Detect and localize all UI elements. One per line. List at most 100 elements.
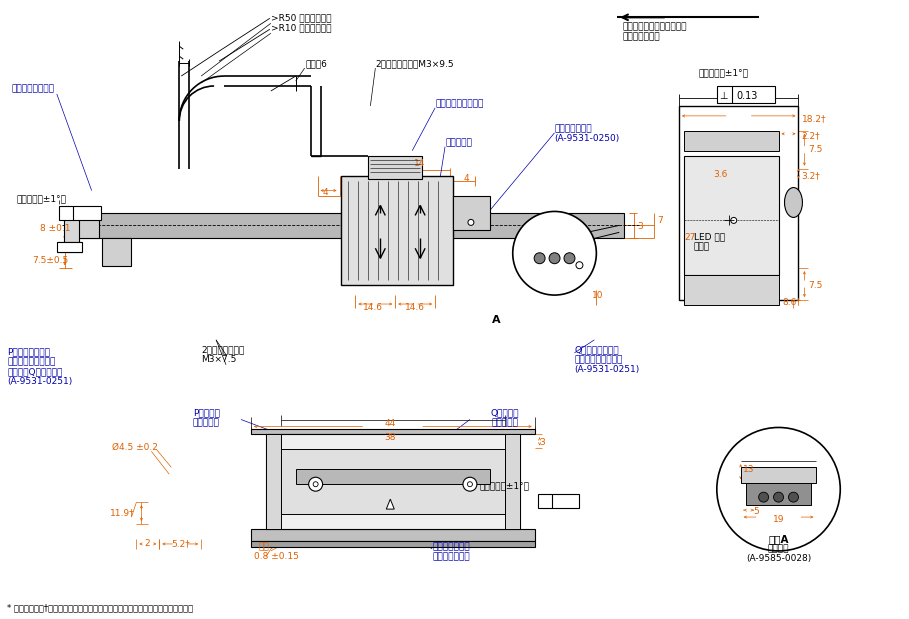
Text: （相对于栌尺）: （相对于栌尺）	[623, 33, 660, 41]
Text: 14: 14	[414, 159, 425, 168]
Text: 3: 3	[637, 222, 643, 231]
Text: A: A	[492, 315, 500, 325]
Ellipse shape	[731, 217, 736, 223]
Text: 间隙: 间隙	[259, 542, 270, 552]
Bar	[684, 156, 778, 275]
Ellipse shape	[774, 492, 784, 502]
Text: 0.13: 0.13	[736, 91, 758, 101]
Ellipse shape	[467, 482, 473, 487]
Ellipse shape	[313, 482, 318, 487]
Ellipse shape	[717, 428, 840, 551]
Ellipse shape	[309, 477, 323, 491]
Text: (A-9531-0251): (A-9531-0251)	[574, 365, 640, 374]
Bar	[560, 238, 594, 266]
Text: 27: 27	[684, 233, 695, 242]
Text: 0.8: 0.8	[554, 496, 570, 506]
Ellipse shape	[564, 253, 575, 264]
Text: 3.6: 3.6	[714, 170, 728, 179]
Ellipse shape	[784, 188, 803, 217]
Ellipse shape	[468, 219, 474, 225]
Text: 7.5: 7.5	[808, 145, 823, 154]
Ellipse shape	[759, 492, 769, 502]
Text: （尺寸与Q限位相同）: （尺寸与Q限位相同）	[7, 367, 63, 376]
Text: 笭头指示光学和: 笭头指示光学和	[432, 542, 470, 552]
Text: 参考零位磁励体: 参考零位磁励体	[554, 124, 592, 133]
Text: 8 ±0.1: 8 ±0.1	[40, 224, 70, 233]
Text: LED 安装: LED 安装	[694, 233, 725, 242]
Text: (A-9531-0251): (A-9531-0251)	[7, 377, 73, 386]
Text: （扭摆公差±1°）: （扭摆公差±1°）	[17, 194, 67, 203]
Ellipse shape	[463, 477, 477, 491]
Bar	[59, 207, 101, 220]
Text: 7.5: 7.5	[808, 280, 823, 290]
Text: （俰仰公差±1°）: （俰仰公差±1°）	[480, 482, 530, 491]
Text: 笭头表示读数头的前进方向: 笭头表示读数头的前进方向	[623, 23, 686, 32]
Text: 7: 7	[657, 216, 663, 225]
Text: 传感器位置: 传感器位置	[492, 418, 518, 427]
Text: //: //	[540, 496, 546, 506]
Text: 3: 3	[540, 438, 545, 447]
Text: 14.6: 14.6	[364, 303, 384, 311]
Text: 使微凹部位朝上安装: 使微凹部位朝上安装	[574, 355, 623, 364]
Bar	[341, 176, 453, 285]
Bar	[64, 212, 79, 245]
Text: 参考零位传感器位置: 参考零位传感器位置	[435, 100, 484, 108]
Text: 指示灯: 指示灯	[694, 243, 710, 252]
Text: 0.8: 0.8	[75, 209, 91, 219]
Bar	[537, 494, 579, 508]
Text: 参考零位中心线: 参考零位中心线	[432, 552, 470, 561]
Text: 栌尺和光学中心线: 栌尺和光学中心线	[12, 85, 55, 93]
Text: 基准夹具: 基准夹具	[768, 545, 789, 553]
Bar	[281, 449, 504, 514]
Text: 最小值6: 最小值6	[305, 59, 327, 69]
Text: 18.2†: 18.2†	[803, 115, 827, 123]
Bar	[251, 541, 534, 547]
Text: 3.2†: 3.2†	[802, 171, 820, 180]
Bar	[251, 529, 534, 541]
Bar	[265, 435, 281, 529]
Bar	[76, 219, 98, 238]
Bar	[717, 86, 774, 103]
Text: Q限位开关磁励体: Q限位开关磁励体	[574, 345, 619, 354]
Text: 使微凹部位朝下安装: 使微凹部位朝下安装	[7, 357, 55, 366]
Polygon shape	[386, 499, 395, 509]
Bar	[504, 435, 520, 529]
Text: 4: 4	[464, 174, 469, 183]
Text: 44: 44	[385, 419, 396, 428]
Bar	[684, 275, 778, 305]
Text: 11.9†: 11.9†	[110, 509, 135, 517]
Text: 13: 13	[743, 465, 754, 474]
Text: P限位开关磁励体: P限位开关磁励体	[7, 347, 50, 357]
Text: 2个安装孔，孔深: 2个安装孔，孔深	[201, 345, 245, 354]
Text: 8.6†: 8.6†	[783, 298, 802, 306]
Bar	[745, 483, 812, 505]
Ellipse shape	[534, 253, 545, 264]
Ellipse shape	[576, 262, 583, 269]
Text: (A-9531-0250): (A-9531-0250)	[554, 134, 620, 143]
Text: Q限位开关: Q限位开关	[491, 408, 519, 417]
Text: >R10 静态弯曲半径: >R10 静态弯曲半径	[271, 24, 331, 33]
Bar	[102, 238, 132, 266]
Bar	[265, 435, 520, 529]
Text: 2个安装孔，孔深M3×9.5: 2个安装孔，孔深M3×9.5	[375, 59, 454, 69]
Bar	[453, 196, 490, 230]
Text: 14.6: 14.6	[405, 303, 425, 311]
Text: 2: 2	[145, 539, 150, 548]
Text: //: //	[61, 209, 67, 219]
Text: （滚摆公差±1°）: （滚摆公差±1°）	[699, 69, 749, 77]
Text: 详图A: 详图A	[768, 534, 789, 544]
Text: >R50 动态弯曲半径: >R50 动态弯曲半径	[271, 14, 331, 23]
Bar	[684, 131, 778, 150]
Ellipse shape	[788, 492, 798, 502]
Bar	[56, 242, 82, 253]
Bar	[251, 430, 534, 435]
Text: 2.2†: 2.2†	[802, 131, 820, 141]
Text: 19: 19	[773, 514, 784, 524]
Text: 4: 4	[323, 188, 328, 197]
Text: * 安装面厚度，†距离基体的尺寸。注：如需了解安装详图，请参考相关安装指南。: * 安装面厚度，†距离基体的尺寸。注：如需了解安装详图，请参考相关安装指南。	[7, 603, 193, 612]
Text: (A-9585-0028): (A-9585-0028)	[746, 555, 811, 563]
Text: 光学中心线: 光学中心线	[445, 138, 472, 147]
Text: 5.2†: 5.2†	[171, 539, 190, 548]
Text: Ø4.5 ±0.2: Ø4.5 ±0.2	[112, 443, 157, 452]
Bar	[679, 106, 798, 300]
